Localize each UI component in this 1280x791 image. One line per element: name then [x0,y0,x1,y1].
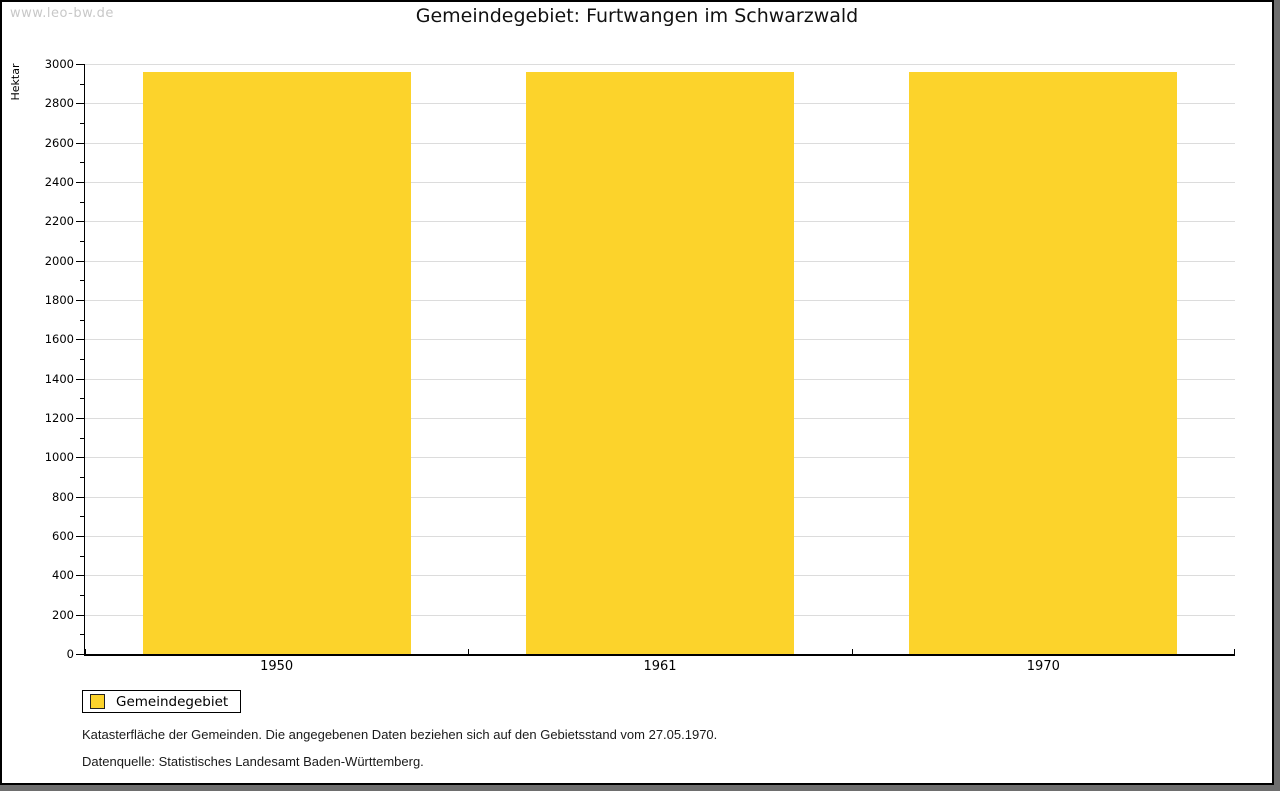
y-axis-minor-tick [80,280,84,282]
y-axis-major-tick [76,64,84,65]
y-axis-minor-tick [80,477,84,478]
y-axis-minor-tick [80,162,84,164]
y-axis-minor-tick [80,516,84,518]
x-axis-tick [468,649,469,654]
y-axis-minor-tick [80,241,84,242]
x-axis-tick [85,649,86,654]
watermark: www.leo-bw.de [10,6,114,21]
y-axis-major-tick [76,496,84,498]
legend: Gemeindegebiet [82,690,242,713]
y-axis-tick-label: 1400 [44,371,74,386]
y-axis-minor-tick [80,595,84,596]
y-axis-minor-tick [80,634,84,636]
y-axis-major-tick [76,536,84,537]
y-axis-tick-label: 600 [52,529,74,543]
bar-1970 [909,72,1178,654]
bar-1961 [526,72,794,654]
y-axis-major-tick [76,300,84,301]
y-axis-major-tick [76,142,84,144]
x-axis-tick-label: 1961 [643,659,677,674]
y-axis-major-tick [76,260,84,262]
x-axis-tick-label: 1950 [260,659,294,674]
y-axis-tick-label: 3000 [44,57,74,71]
y-axis-minor-tick [80,201,84,203]
y-axis-tick-label: 1600 [44,332,74,347]
x-axis-tick-label: 1970 [1026,659,1060,674]
y-axis-major-tick [76,654,84,655]
x-axis-tick [852,649,853,654]
y-axis-tick-label: 2000 [44,253,74,268]
y-axis-major-tick [76,221,84,223]
y-axis-tick-label: 200 [52,607,74,622]
chart-title: Gemeindegebiet: Furtwangen im Schwarzwal… [415,5,859,27]
footnote-source: Datenquelle: Statistisches Landesamt Bad… [82,754,424,769]
y-axis-tick-label: 400 [52,568,74,583]
y-axis-major-tick [76,103,84,105]
y-axis-minor-tick [80,319,84,321]
y-axis-tick-label: 0 [66,647,74,661]
y-axis-tick-label: 2800 [44,96,74,111]
y-axis-tick-label: 2400 [44,175,74,189]
gridline [85,64,1235,65]
y-axis-minor-tick [80,359,84,360]
y-axis-major-tick [76,339,84,341]
y-axis-major-tick [76,575,84,577]
y-axis-tick-label: 2200 [44,214,74,229]
y-axis-tick-label: 1000 [44,450,74,465]
y-axis-tick-label: 2600 [44,135,74,150]
y-axis-minor-tick [80,398,84,400]
y-axis-major-tick [76,182,84,183]
legend-label: Gemeindegebiet [116,693,229,710]
legend-swatch [90,694,105,709]
y-axis-major-tick [76,378,84,380]
y-axis-minor-tick [80,437,84,439]
y-axis-major-tick [76,614,84,616]
y-axis-tick-label: 800 [52,489,74,504]
y-axis-minor-tick [80,83,84,85]
plot-area: 0 200 400 600 800 1000 1200 1400 1600 1800 2000 220… [45,57,1235,674]
footnote-description: Katasterfläche der Gemeinden. Die angege… [82,727,718,742]
y-axis-tick-label: 1200 [44,411,74,425]
y-axis-minor-tick [80,555,84,557]
x-axis-tick [1234,649,1235,654]
y-axis-major-tick [76,457,84,459]
bar-1950 [142,72,411,654]
y-axis-minor-tick [80,123,84,124]
y-axis-label: Hektar [9,63,22,101]
y-axis-major-tick [76,418,84,419]
y-axis-tick-label: 1800 [44,293,74,307]
